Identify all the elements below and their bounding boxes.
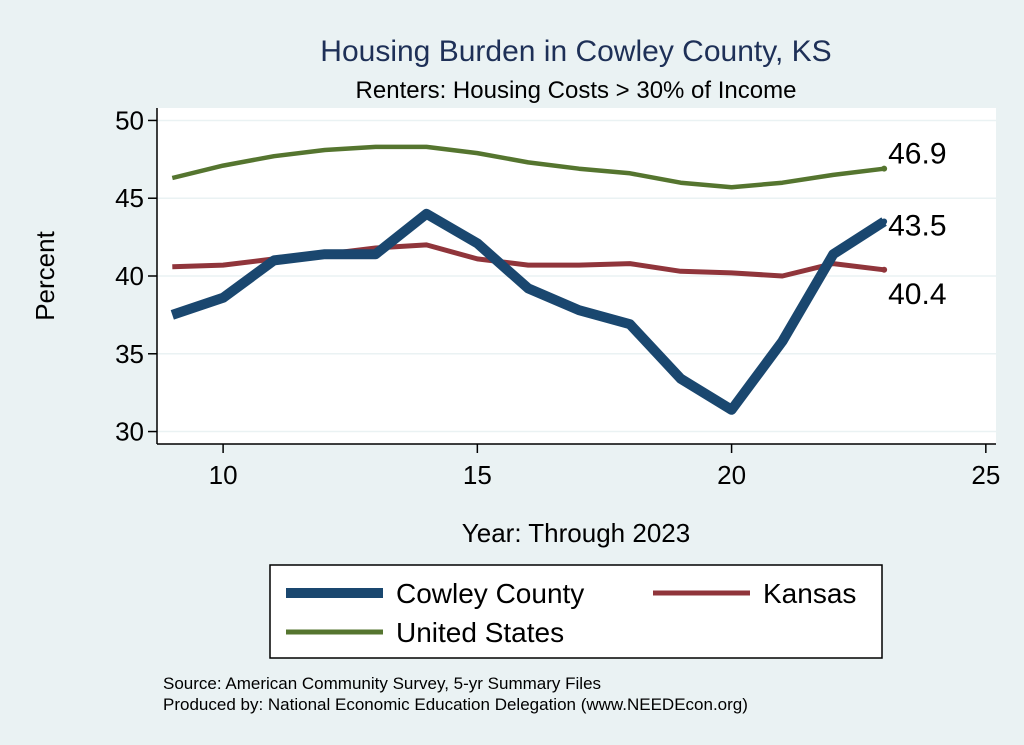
series-endpoint-kansas bbox=[881, 266, 888, 273]
end-label-kansas: 40.4 bbox=[888, 278, 946, 311]
series-lines bbox=[170, 144, 888, 415]
end-label-cowley-county: 43.5 bbox=[888, 210, 946, 243]
produced-by-note: Produced by: National Economic Education… bbox=[163, 695, 748, 714]
y-tick-label-45: 45 bbox=[115, 183, 144, 213]
x-tick-label-20: 20 bbox=[717, 460, 746, 490]
legend-label-cowley-county: Cowley County bbox=[396, 578, 584, 609]
legend-label-kansas: Kansas bbox=[763, 578, 856, 609]
series-endpoint-cowley-county bbox=[881, 218, 888, 225]
x-axis-label: Year: Through 2023 bbox=[462, 518, 690, 548]
series-line-cowley-county bbox=[170, 208, 887, 415]
legend-box bbox=[269, 564, 883, 659]
x-tick-label-25: 25 bbox=[971, 460, 1000, 490]
chart-subtitle: Renters: Housing Costs > 30% of Income bbox=[356, 77, 797, 104]
y-axis-label: Percent bbox=[30, 230, 60, 320]
x-tick-label-15: 15 bbox=[463, 460, 492, 490]
y-tick-label-40: 40 bbox=[115, 261, 144, 291]
y-tick-label-35: 35 bbox=[115, 339, 144, 369]
source-note: Source: American Community Survey, 5-yr … bbox=[163, 674, 601, 693]
y-tick-label-50: 50 bbox=[115, 105, 144, 135]
y-tick-label-30: 30 bbox=[115, 417, 144, 447]
gridlines bbox=[157, 119, 996, 433]
legend: Cowley County Kansas United States bbox=[269, 564, 883, 659]
legend-label-united-states: United States bbox=[396, 617, 564, 648]
end-label-united-states: 46.9 bbox=[888, 138, 946, 171]
chart-title: Housing Burden in Cowley County, KS bbox=[320, 35, 831, 68]
series-endpoint-united-states bbox=[881, 165, 888, 172]
axes: 30 35 40 45 50 10 15 20 25 bbox=[115, 105, 1000, 490]
series-line-united-states bbox=[171, 144, 885, 190]
end-labels: 43.5 40.4 46.9 bbox=[888, 138, 946, 311]
x-tick-label-10: 10 bbox=[209, 460, 238, 490]
